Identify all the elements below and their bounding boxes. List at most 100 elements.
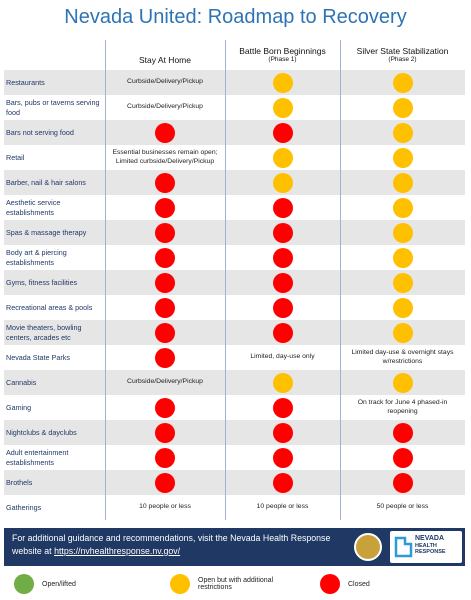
legend-label: Open but with additional restrictions — [198, 577, 274, 591]
table-cell — [340, 320, 465, 345]
status-dot — [272, 447, 293, 468]
table-cell: Limited, day-use only — [225, 345, 340, 370]
table-cell — [225, 420, 340, 445]
table-cell — [105, 270, 225, 295]
logo-text: HEALTH — [415, 543, 437, 550]
table-cell — [225, 70, 340, 95]
table-row: Spas & massage therapy — [4, 220, 465, 245]
status-dot — [392, 372, 413, 393]
table-cell — [225, 195, 340, 220]
status-dot — [155, 397, 175, 418]
logo-text: NEVADA — [415, 535, 445, 542]
footer-link[interactable]: https://nvhealthresponse.nv.gov/ — [54, 545, 181, 556]
table-cell — [340, 470, 465, 495]
status-dot — [155, 472, 175, 493]
table-cell: 50 people or less — [340, 495, 465, 520]
status-dot — [392, 72, 413, 93]
row-label: Aesthetic service establishments — [6, 198, 61, 217]
column-subtitle: (Phase 1) — [268, 56, 297, 63]
table-cell — [105, 470, 225, 495]
status-dot — [392, 322, 413, 343]
row-label: Retail — [6, 152, 25, 162]
status-dot — [392, 122, 413, 143]
cell-text: 10 people or less — [256, 503, 309, 511]
status-dot — [155, 247, 175, 268]
status-dot — [155, 322, 175, 343]
status-dot — [272, 397, 293, 418]
column-divider — [340, 40, 341, 520]
table-cell: Curbside/Delivery/Pickup — [105, 370, 225, 395]
table-cell — [340, 220, 465, 245]
row-label: Bars not serving food — [6, 127, 74, 137]
status-dot — [392, 422, 413, 443]
status-dot — [155, 347, 175, 368]
table-cell: Limited day-use & overnight stays w/rest… — [340, 345, 465, 370]
column-header: Silver State Stabilization (Phase 2) — [340, 46, 465, 63]
legend-item: Open/lifted — [14, 572, 154, 596]
legend-item: Open but with additional restrictions — [170, 572, 310, 596]
table-cell — [225, 220, 340, 245]
table-cell — [340, 245, 465, 270]
status-dot — [155, 272, 175, 293]
table-cell — [225, 145, 340, 170]
table-cell — [340, 370, 465, 395]
status-dot — [272, 197, 293, 218]
status-dot — [272, 247, 293, 268]
table-cell — [340, 445, 465, 470]
status-dot — [392, 297, 413, 318]
table-cell — [105, 445, 225, 470]
status-dot — [272, 422, 293, 443]
table-cell — [340, 295, 465, 320]
table-row: Barber, nail & hair salons — [4, 170, 465, 195]
column-subtitle: (Phase 2) — [388, 56, 417, 63]
table-cell — [225, 270, 340, 295]
status-dot — [392, 172, 413, 193]
row-label: Movie theaters, bowling centers, arcades… — [6, 323, 82, 342]
table-row: Gatherings 10 people or less 10 people or … — [4, 495, 465, 520]
status-dot — [155, 297, 175, 318]
table-cell — [225, 395, 340, 420]
status-dot — [392, 272, 413, 293]
logo-icon — [394, 536, 413, 558]
cell-text: Curbside/Delivery/Pickup — [127, 78, 203, 86]
table-cell — [225, 470, 340, 495]
table-cell — [340, 145, 465, 170]
status-dot — [155, 422, 175, 443]
table-cell: 10 people or less — [225, 495, 340, 520]
cell-text: On track for June 4 phased-in reopening — [357, 398, 448, 415]
table-row: Aesthetic service establishments — [4, 195, 465, 220]
title: Nevada United: Roadmap to Recovery — [64, 6, 407, 28]
table-cell — [105, 345, 225, 370]
status-dot — [155, 122, 175, 143]
table-row: Brothels — [4, 470, 465, 495]
table-cell — [105, 245, 225, 270]
status-dot — [272, 147, 293, 168]
table-row: Nevada State Parks Limited, day-use only L… — [4, 345, 465, 370]
footer-text-block: For additional guidance and recommendati… — [12, 532, 342, 558]
table-cell: Essential businesses remain open; Limite… — [105, 145, 225, 170]
legend-dot — [170, 574, 190, 594]
table-cell — [225, 445, 340, 470]
status-dot — [155, 222, 175, 243]
table-row: Recreational areas & pools — [4, 295, 465, 320]
row-label: Bars, pubs or taverns serving food — [6, 98, 100, 117]
table-row: Gyms, fitness facilities — [4, 270, 465, 295]
column-divider — [225, 40, 226, 520]
table-cell — [340, 70, 465, 95]
column-title: Battle Born Beginnings — [239, 46, 326, 56]
table-row: Bars, pubs or taverns serving food Curbsi… — [4, 95, 465, 120]
table-cell — [225, 370, 340, 395]
logo-box: NEVADA HEALTH RESPONSE — [390, 531, 462, 563]
table-cell — [340, 95, 465, 120]
table-cell — [105, 120, 225, 145]
status-dot — [155, 197, 175, 218]
row-label: Gyms, fitness facilities — [6, 277, 78, 287]
status-dot — [272, 322, 293, 343]
status-dot — [392, 222, 413, 243]
table-row: Nightclubs & dayclubs — [4, 420, 465, 445]
row-label: Brothels — [6, 477, 33, 487]
status-dot — [272, 372, 293, 393]
table-cell — [105, 320, 225, 345]
table-cell — [225, 120, 340, 145]
